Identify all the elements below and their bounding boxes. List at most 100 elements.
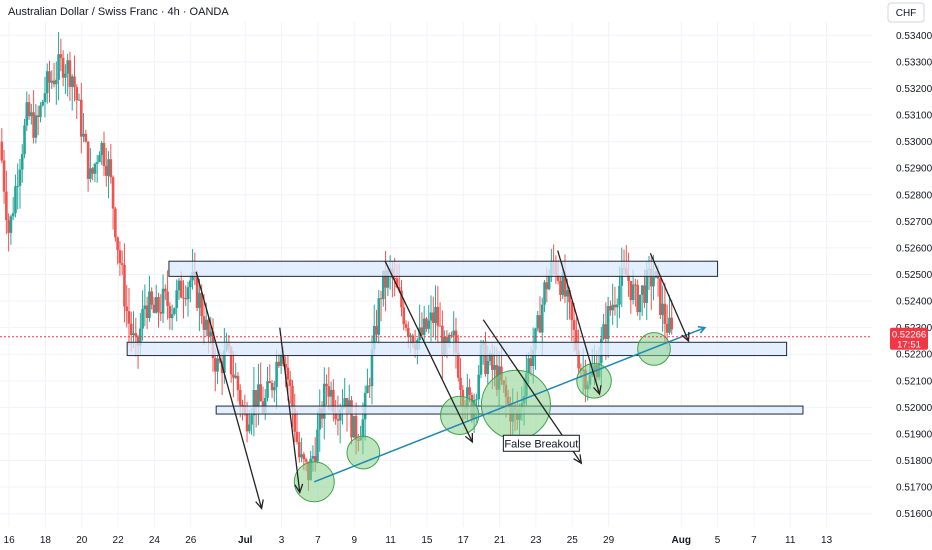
candle-body (645, 269, 649, 303)
candle-body (198, 292, 201, 308)
x-tick-label: 7 (315, 535, 321, 546)
candle-body (232, 374, 235, 378)
x-tick-label: 23 (530, 535, 542, 546)
candle-body (620, 267, 624, 286)
candle-body (41, 101, 44, 106)
candle-body (79, 99, 83, 137)
candle-body (95, 162, 99, 164)
candle-body (18, 169, 22, 186)
candle-body (84, 133, 88, 142)
candle-body (375, 326, 378, 335)
candle-body (556, 274, 560, 281)
candle-body (611, 304, 614, 311)
candle-body (68, 60, 72, 87)
candle-body (370, 349, 374, 386)
candle-body (284, 363, 287, 368)
candle-body (427, 320, 431, 329)
arrow-line (279, 327, 301, 493)
zone-rect (126, 341, 788, 357)
y-tick-label: 0.51800 (896, 456, 932, 467)
candle-body (207, 319, 210, 337)
candle-body (114, 208, 117, 238)
candle-body (606, 306, 610, 340)
x-tick-label: 9 (351, 535, 357, 546)
candle-body (39, 105, 42, 118)
candle-body (36, 115, 40, 118)
candle-body (61, 57, 65, 78)
arrow-head (681, 331, 690, 343)
candle-body (350, 400, 353, 438)
arrow-head (294, 483, 304, 494)
candle-body (0, 141, 4, 161)
candle-body (141, 309, 144, 329)
y-tick-label: 0.53100 (896, 111, 932, 122)
candle-body (27, 102, 31, 117)
candle-body (93, 163, 97, 174)
candle-body (257, 384, 260, 408)
candle-body (177, 280, 181, 291)
candle-body (186, 287, 190, 300)
candle-body (327, 386, 331, 397)
candle-body (216, 358, 219, 372)
candle-body (286, 367, 290, 380)
candle-body (565, 290, 569, 297)
candle-body (102, 142, 106, 167)
candle-body (382, 270, 385, 300)
candle-body (325, 383, 328, 387)
price-axis[interactable]: 0.53400 0.53300 0.53200 0.53100 0.53000 0.529… (896, 31, 932, 520)
y-tick-label: 0.52800 (896, 190, 932, 201)
candle-body (100, 142, 104, 156)
x-tick-label: 18 (40, 535, 52, 546)
candle-body (252, 389, 256, 416)
x-tick-label: 13 (821, 535, 833, 546)
candle-body (77, 99, 81, 101)
candle-body (402, 307, 406, 325)
candle-body (561, 271, 565, 295)
time-axis[interactable]: 16 18 20 22 24 26 Jul 3 7 9 11 15 17 21 23 25 29 Aug 5 7 11 1… (4, 535, 833, 546)
candle-body (11, 213, 15, 217)
candle-body (293, 408, 297, 432)
candle-body (538, 315, 542, 333)
candle-body (152, 304, 156, 313)
candle-body (188, 280, 192, 288)
candle-body (425, 318, 428, 329)
candle-body (86, 141, 90, 179)
arrow-line (557, 250, 601, 395)
candle-body (366, 385, 369, 394)
candle-body (184, 298, 188, 300)
candle-body (123, 264, 126, 307)
x-tick-label: 7 (751, 535, 757, 546)
x-tick-label: 11 (385, 535, 396, 546)
candle-body (636, 284, 639, 313)
candle-body (545, 282, 549, 290)
candle-body (302, 454, 306, 460)
candle-body (125, 306, 129, 312)
candle-body (170, 314, 174, 319)
candle-body (543, 282, 546, 305)
circles (293, 332, 671, 503)
candle-body (438, 325, 442, 327)
candle-body (59, 54, 63, 58)
candle-body (649, 268, 653, 287)
candle-body (379, 298, 383, 300)
candle-body (456, 352, 460, 378)
candle-body (332, 389, 335, 413)
candle-body (318, 408, 322, 430)
candle-body (447, 334, 451, 343)
x-tick-label: 25 (567, 535, 579, 546)
candle-body (572, 320, 576, 330)
candle-body (613, 304, 617, 308)
candle-body (166, 291, 169, 307)
candle-body (627, 274, 630, 282)
candle-body (14, 186, 17, 214)
candle-body (434, 307, 437, 323)
candle-body (266, 381, 269, 398)
candle-body (488, 353, 492, 362)
candle-body (159, 311, 163, 314)
currency-badge[interactable]: CHF (887, 2, 925, 23)
candle-body (64, 73, 67, 78)
candle-body (148, 291, 151, 319)
x-tick-label: 3 (279, 535, 285, 546)
candle-body (182, 297, 185, 299)
